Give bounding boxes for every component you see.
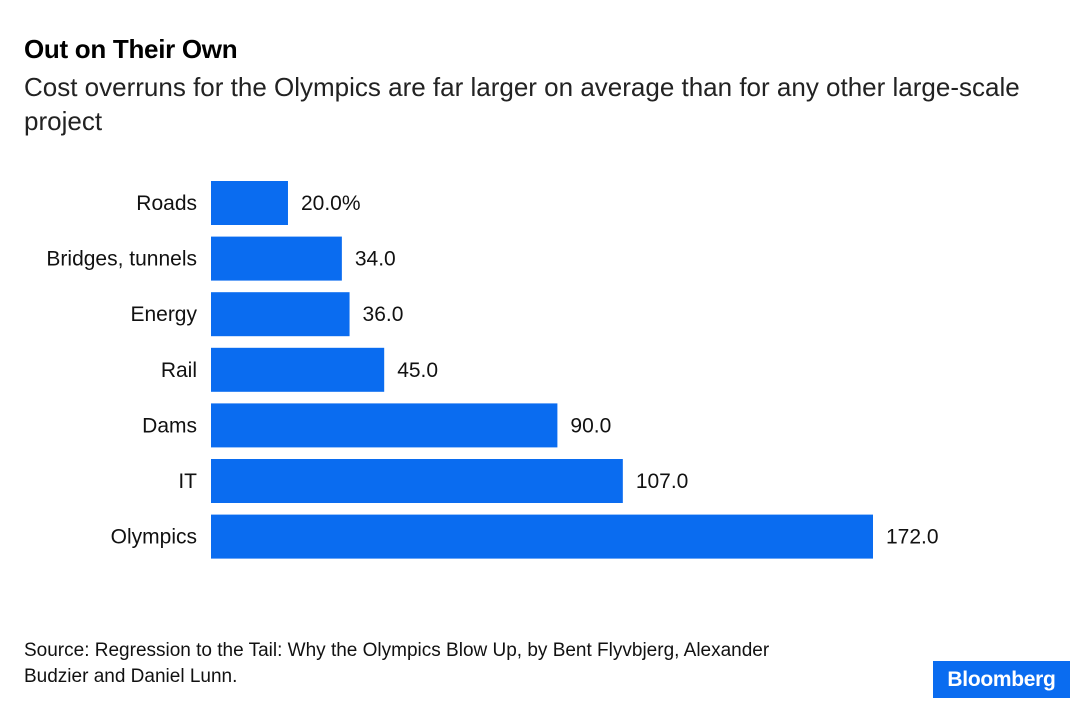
data-label: 90.0 (570, 414, 611, 437)
category-label: Olympics (111, 526, 197, 549)
bar-rail (211, 347, 385, 392)
data-label: 34.0 (355, 248, 396, 271)
category-label: Rail (161, 359, 197, 382)
bloomberg-logo: Bloomberg (933, 661, 1070, 698)
data-label: 20.0% (301, 192, 361, 215)
data-label: 36.0 (363, 303, 404, 326)
category-label: IT (178, 470, 197, 493)
category-label: Dams (142, 414, 197, 437)
data-label: 45.0 (397, 359, 438, 382)
bar-olympics (211, 514, 873, 559)
chart-subtitle: Cost overruns for the Olympics are far l… (24, 72, 1020, 136)
category-label: Bridges, tunnels (46, 248, 197, 271)
category-label: Roads (136, 192, 197, 215)
bar-dams (211, 403, 558, 448)
bar-energy (211, 292, 350, 337)
data-label: 172.0 (886, 526, 939, 549)
chart-title: Out on Their Own (24, 34, 238, 64)
source-note: Source: Regression to the Tail: Why the … (24, 640, 770, 687)
data-label: 107.0 (636, 470, 689, 493)
bar-it (211, 459, 623, 503)
category-label: Energy (130, 303, 197, 326)
bar-bridges-tunnels (211, 236, 342, 281)
bar-roads (211, 181, 288, 225)
